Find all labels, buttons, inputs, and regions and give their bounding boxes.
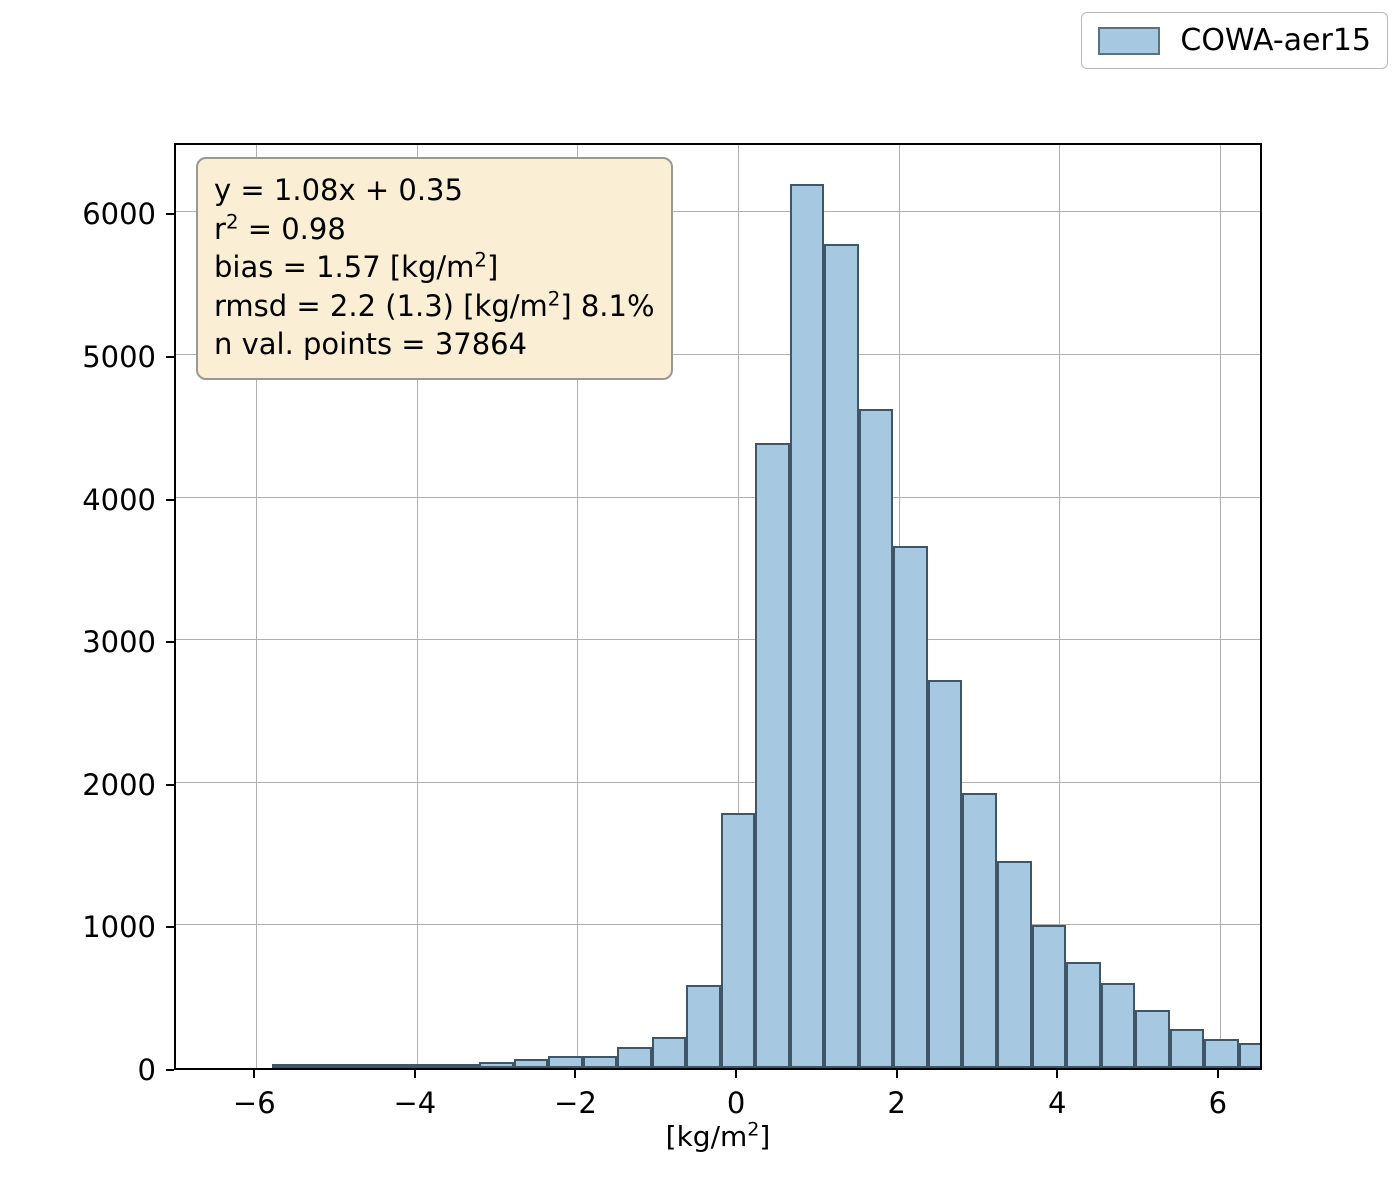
y-axis-tick — [166, 355, 174, 358]
histogram-bar — [858, 409, 894, 1068]
y-axis-tick-label: 4000 — [82, 482, 156, 517]
y-axis-tick — [166, 926, 174, 929]
histogram-bar — [789, 183, 825, 1068]
y-axis-tick-label: 3000 — [82, 625, 156, 660]
histogram-bar — [1031, 925, 1067, 1068]
x-axis-tick-label: −6 — [232, 1086, 276, 1120]
histogram-bar — [824, 243, 859, 1068]
y-axis-tick — [166, 641, 174, 644]
x-axis-label-exponent: 2 — [747, 1118, 760, 1141]
histogram-bar — [893, 546, 928, 1068]
plot-area — [176, 145, 1260, 1068]
histogram-bar — [1100, 983, 1136, 1068]
infobox-line-npoints: n val. points = 37864 — [214, 327, 528, 362]
histogram-bar — [997, 861, 1032, 1068]
histogram-bar — [1135, 1009, 1170, 1068]
infobox-exponent: 2 — [547, 287, 561, 311]
x-axis-tick — [1056, 1070, 1059, 1078]
histogram-bar — [444, 1064, 480, 1068]
x-axis-tick-label: −4 — [393, 1086, 437, 1120]
gridline-vertical — [416, 145, 418, 1068]
x-axis-tick-label: 2 — [887, 1086, 906, 1120]
x-axis-label-suffix: ] — [759, 1120, 771, 1153]
y-axis-tick-label: 5000 — [82, 339, 156, 374]
histogram-bar — [341, 1064, 376, 1068]
histogram-bar — [1238, 1043, 1260, 1068]
infobox-text: r — [214, 211, 226, 246]
legend-label: COWA-aer15 — [1180, 23, 1371, 58]
x-axis-tick-label: 6 — [1208, 1086, 1228, 1120]
histogram-bar — [1204, 1038, 1239, 1068]
histogram-bar — [686, 985, 721, 1068]
y-axis-tick-label: 1000 — [82, 910, 156, 945]
infobox-line-bias: bias = 1.57 [kg/m2] — [214, 248, 655, 287]
gridline-horizontal — [176, 924, 1260, 926]
x-axis-tick — [895, 1070, 898, 1078]
x-axis-tick — [735, 1070, 738, 1078]
x-axis-tick — [253, 1070, 256, 1078]
histogram-bar — [720, 812, 756, 1068]
histogram-bar — [582, 1056, 618, 1068]
histogram-bar — [479, 1061, 514, 1068]
histogram-bar — [651, 1037, 687, 1068]
x-axis-tick-label: 4 — [1048, 1086, 1067, 1120]
histogram-bar — [1169, 1028, 1205, 1068]
histogram-bar — [271, 1064, 307, 1068]
y-axis-tick-label: 6000 — [82, 197, 156, 232]
infobox-exponent: 2 — [225, 209, 239, 233]
infobox-text: = 0.98 — [238, 211, 346, 246]
histogram-bar — [306, 1064, 341, 1068]
histogram-bar — [927, 680, 963, 1068]
histogram-bar — [962, 792, 997, 1068]
infobox-exponent: 2 — [474, 248, 487, 272]
histogram-bar — [513, 1059, 549, 1068]
infobox-line-rmsd: rmsd = 2.2 (1.3) [kg/m2] 8.1% — [214, 287, 655, 326]
y-axis-tick-label: 2000 — [82, 767, 156, 802]
gridline-vertical — [738, 145, 740, 1068]
gridline-horizontal — [176, 353, 1260, 355]
histogram-bar — [548, 1055, 583, 1068]
gridline-horizontal — [176, 781, 1260, 783]
gridline-vertical — [577, 145, 579, 1068]
gridline-horizontal — [176, 639, 1260, 641]
infobox-text: ] 8.1% — [560, 288, 655, 323]
infobox-text: bias = 1.57 [kg/m — [214, 250, 475, 285]
statistics-infobox: y = 1.08x + 0.35 r2 = 0.98 bias = 1.57 [kg… — [196, 157, 673, 380]
chart-legend[interactable]: COWA-aer15 — [1081, 12, 1388, 69]
y-axis-tick — [166, 213, 174, 216]
x-axis-tick — [574, 1070, 577, 1078]
x-axis-label-prefix: [kg/m — [665, 1120, 748, 1153]
histogram-bar — [1066, 961, 1101, 1068]
infobox-line-r2: r2 = 0.98 — [214, 210, 655, 249]
gridline-vertical — [1219, 145, 1221, 1068]
gridline-vertical — [256, 145, 258, 1068]
histogram-bar — [375, 1064, 411, 1068]
histogram-bar — [410, 1064, 445, 1068]
histogram-bar — [617, 1047, 652, 1068]
legend-swatch — [1098, 26, 1161, 55]
y-axis-tick — [166, 783, 174, 786]
x-axis-tick — [413, 1070, 416, 1078]
infobox-text: ] — [486, 250, 499, 285]
gridline-horizontal — [176, 496, 1260, 498]
y-axis-tick — [166, 498, 174, 501]
infobox-text: rmsd = 2.2 (1.3) [kg/m — [214, 288, 548, 323]
x-axis-tick-label: −2 — [554, 1086, 597, 1120]
histogram-bar — [755, 443, 790, 1068]
y-axis-tick — [166, 1069, 174, 1071]
gridline-vertical — [1059, 145, 1061, 1068]
x-axis-tick — [1216, 1070, 1219, 1078]
gridline-horizontal — [176, 211, 1260, 213]
infobox-line-fit: y = 1.08x + 0.35 — [214, 173, 463, 207]
x-axis-label: [kg/m2] — [666, 1120, 771, 1153]
y-axis-tick-label: 0 — [137, 1053, 156, 1087]
x-axis-tick-label: 0 — [726, 1086, 746, 1120]
